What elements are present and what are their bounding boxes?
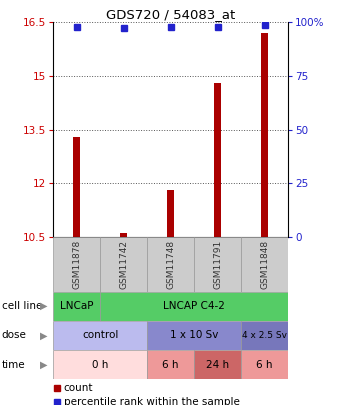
Text: GSM11742: GSM11742	[119, 240, 128, 289]
Text: 6 h: 6 h	[256, 360, 273, 369]
Bar	[100, 292, 288, 321]
Text: GSM11791: GSM11791	[213, 240, 222, 289]
Text: time: time	[2, 360, 25, 369]
Text: 6 h: 6 h	[162, 360, 179, 369]
Bar	[194, 350, 241, 379]
Bar	[53, 350, 147, 379]
Bar	[53, 292, 100, 321]
Text: cell line: cell line	[2, 301, 42, 311]
Bar	[73, 137, 80, 237]
Bar	[167, 190, 174, 237]
Text: ▶: ▶	[40, 301, 48, 311]
Bar	[241, 350, 288, 379]
Text: GSM11748: GSM11748	[166, 240, 175, 289]
Text: control: control	[82, 330, 118, 340]
Text: dose: dose	[2, 330, 27, 340]
Text: 4 x 2.5 Sv: 4 x 2.5 Sv	[242, 331, 287, 340]
Bar	[53, 237, 100, 292]
Bar	[261, 33, 268, 237]
Bar	[194, 237, 241, 292]
Text: 0 h: 0 h	[92, 360, 108, 369]
Text: GSM11848: GSM11848	[260, 240, 269, 289]
Bar	[147, 321, 241, 350]
Bar	[100, 237, 147, 292]
Text: LNCaP: LNCaP	[60, 301, 93, 311]
Text: 24 h: 24 h	[206, 360, 229, 369]
Text: ▶: ▶	[40, 330, 48, 340]
Bar	[147, 237, 194, 292]
Bar	[120, 233, 127, 237]
Title: GDS720 / 54083_at: GDS720 / 54083_at	[106, 8, 235, 21]
Text: GSM11878: GSM11878	[72, 240, 81, 289]
Text: count: count	[64, 383, 93, 392]
Bar	[53, 321, 147, 350]
Text: ▶: ▶	[40, 360, 48, 369]
Bar	[241, 237, 288, 292]
Bar	[241, 321, 288, 350]
Text: 1 x 10 Sv: 1 x 10 Sv	[170, 330, 218, 340]
Bar	[147, 350, 194, 379]
Text: percentile rank within the sample: percentile rank within the sample	[64, 397, 240, 405]
Text: LNCAP C4-2: LNCAP C4-2	[163, 301, 225, 311]
Bar	[214, 83, 221, 237]
